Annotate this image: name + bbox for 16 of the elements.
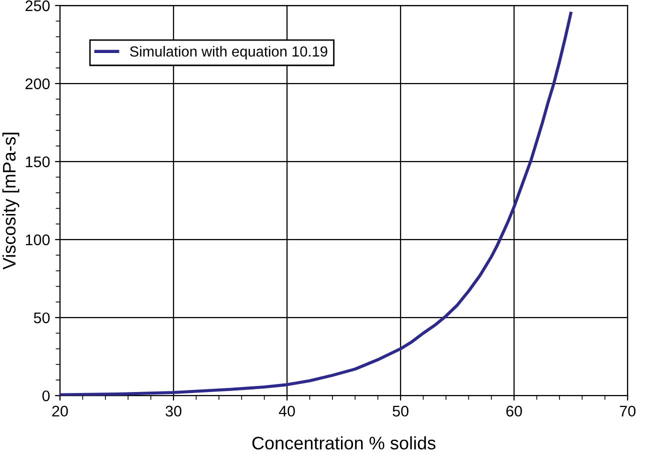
legend-label: Simulation with equation 10.19 xyxy=(130,46,328,60)
x-tick-label: 60 xyxy=(506,406,522,417)
y-tick-label: 50 xyxy=(34,312,50,324)
y-axis-title: Viscosity [mPa-s] xyxy=(2,132,20,270)
line-series xyxy=(60,12,572,396)
y-tick-label: 0 xyxy=(42,390,50,402)
y-tick-label: 250 xyxy=(26,0,50,12)
y-tick-label: 200 xyxy=(26,78,50,90)
x-axis-title: Concentration % solids xyxy=(252,436,436,450)
x-tick-label: 30 xyxy=(166,406,182,417)
y-tick-label: 150 xyxy=(26,156,50,168)
x-tick-label: 50 xyxy=(392,406,408,417)
x-tick-label: 70 xyxy=(620,406,636,417)
y-tick-label: 100 xyxy=(26,234,50,246)
x-tick-label: 20 xyxy=(52,406,68,417)
x-tick-label: 40 xyxy=(278,406,295,417)
